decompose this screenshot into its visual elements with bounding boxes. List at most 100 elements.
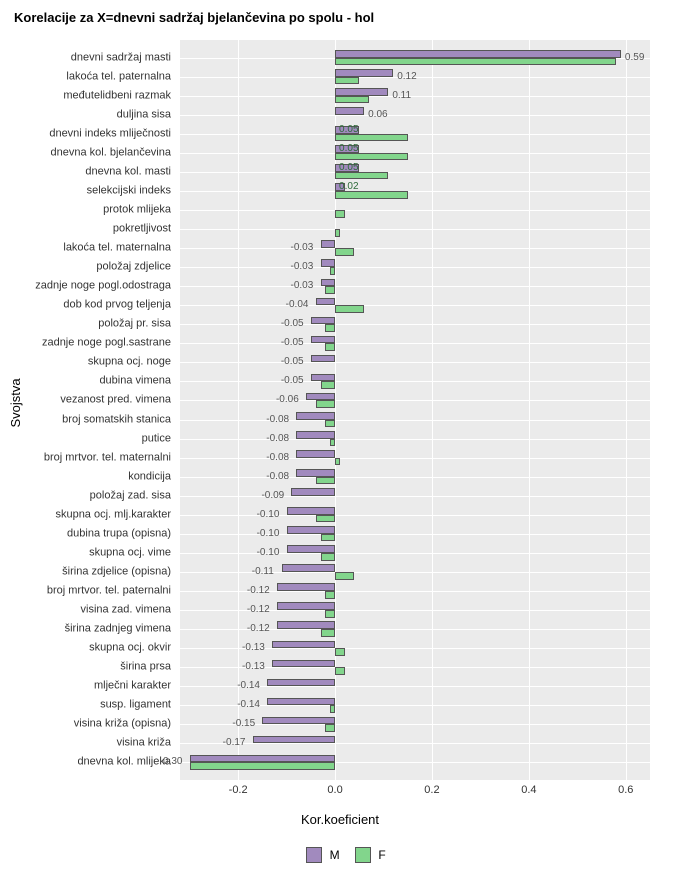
bar-value-label: -0.09 bbox=[261, 491, 284, 501]
y-tick-label: širina prsa bbox=[120, 662, 171, 673]
y-tick-label: skupna ocj. okvir bbox=[89, 643, 171, 654]
bar-f bbox=[316, 515, 335, 523]
plot-area: -0.20.00.20.40.60.590.120.110.060.050.05… bbox=[180, 40, 650, 780]
bar-f bbox=[335, 305, 364, 313]
bar-value-label: -0.04 bbox=[286, 300, 309, 310]
y-tick-label: skupna ocj. noge bbox=[88, 357, 171, 368]
y-tick-label: pokretljivost bbox=[113, 224, 171, 235]
y-labels: dnevni sadržaj mastilakoća tel. paternal… bbox=[0, 40, 175, 780]
bar-f bbox=[330, 705, 335, 713]
bar-m bbox=[335, 107, 364, 115]
gridline-h bbox=[180, 153, 650, 154]
legend: M F bbox=[0, 847, 680, 863]
bar-f bbox=[321, 629, 336, 637]
bar-value-label: -0.08 bbox=[266, 472, 289, 482]
gridline-h bbox=[180, 172, 650, 173]
bar-f bbox=[325, 343, 335, 351]
y-tick-label: međutelidbeni razmak bbox=[63, 90, 171, 101]
chart-title: Korelacije za X=dnevni sadržaj bjelančev… bbox=[14, 10, 374, 25]
y-tick-label: mlječni karakter bbox=[94, 681, 171, 692]
y-tick-label: selekcijski indeks bbox=[87, 185, 171, 196]
gridline-h bbox=[180, 229, 650, 230]
bar-value-label: -0.05 bbox=[281, 338, 304, 348]
y-tick-label: susp. ligament bbox=[100, 700, 171, 711]
y-tick-label: duljina sisa bbox=[117, 109, 171, 120]
bar-f bbox=[316, 400, 335, 408]
y-tick-label: dnevni indeks mliječnosti bbox=[49, 128, 171, 139]
gridline-v bbox=[529, 40, 530, 780]
bar-value-label: 0.12 bbox=[397, 72, 416, 82]
bar-value-label: 0.06 bbox=[368, 110, 387, 120]
bar-value-label: 0.02 bbox=[339, 182, 358, 192]
bar-m bbox=[272, 660, 335, 668]
bar-m bbox=[321, 259, 336, 267]
gridline-h bbox=[180, 381, 650, 382]
bar-f bbox=[325, 420, 335, 428]
bar-value-label: -0.05 bbox=[281, 319, 304, 329]
legend-swatch-f bbox=[355, 847, 371, 863]
gridline-h bbox=[180, 267, 650, 268]
bar-value-label: -0.08 bbox=[266, 415, 289, 425]
x-tick-label: 0.4 bbox=[521, 780, 536, 796]
gridline-v bbox=[432, 40, 433, 780]
y-tick-label: širina zdjelice (opisna) bbox=[62, 566, 171, 577]
bar-m bbox=[335, 50, 621, 58]
bar-f bbox=[325, 610, 335, 618]
bar-m bbox=[296, 450, 335, 458]
bar-f bbox=[321, 553, 336, 561]
bar-value-label: 0.59 bbox=[625, 53, 644, 63]
gridline-h bbox=[180, 439, 650, 440]
bar-f bbox=[335, 572, 354, 580]
gridline-h bbox=[180, 210, 650, 211]
bar-m bbox=[277, 602, 335, 610]
y-tick-label: dubina trupa (opisna) bbox=[67, 528, 171, 539]
y-tick-label: dnevna kol. bjelančevina bbox=[51, 147, 171, 158]
bar-f bbox=[335, 96, 369, 104]
y-tick-label: dob kod prvog teljenja bbox=[63, 300, 171, 311]
gridline-h bbox=[180, 458, 650, 459]
legend-label-f: F bbox=[378, 848, 385, 862]
bar-m bbox=[335, 88, 388, 96]
y-tick-label: protok mlijeka bbox=[103, 204, 171, 215]
chart-container: Korelacije za X=dnevni sadržaj bjelančev… bbox=[0, 0, 680, 869]
y-tick-label: dubina vimena bbox=[99, 376, 171, 387]
y-tick-label: položaj zdjelice bbox=[96, 262, 171, 273]
y-tick-label: skupna ocj. mlj.karakter bbox=[55, 509, 171, 520]
gridline-v bbox=[626, 40, 627, 780]
bar-f bbox=[325, 591, 335, 599]
y-tick-label: dnevna kol. masti bbox=[85, 166, 171, 177]
bar-m bbox=[321, 240, 336, 248]
bar-m bbox=[287, 526, 335, 534]
gridline-h bbox=[180, 743, 650, 744]
bar-f bbox=[316, 477, 335, 485]
bar-value-label: -0.03 bbox=[291, 243, 314, 253]
gridline-h bbox=[180, 477, 650, 478]
x-tick-label: 0.6 bbox=[618, 780, 633, 796]
bar-f bbox=[325, 724, 335, 732]
y-tick-label: skupna ocj. vime bbox=[89, 547, 171, 558]
bar-value-label: -0.14 bbox=[237, 700, 260, 710]
gridline-h bbox=[180, 343, 650, 344]
gridline-h bbox=[180, 115, 650, 116]
x-tick-label: 0.0 bbox=[327, 780, 342, 796]
bar-m bbox=[287, 507, 335, 515]
gridline-v bbox=[238, 40, 239, 780]
y-tick-label: lakoća tel. maternalna bbox=[63, 243, 171, 254]
x-axis-label: Kor.koeficient bbox=[0, 812, 680, 827]
bar-f bbox=[190, 762, 335, 770]
bar-m bbox=[335, 69, 393, 77]
bar-m bbox=[296, 469, 335, 477]
y-tick-label: vezanost pred. vimena bbox=[60, 395, 171, 406]
gridline-h bbox=[180, 324, 650, 325]
y-tick-label: zadnje noge pogl.sastrane bbox=[42, 338, 171, 349]
bar-f bbox=[330, 439, 335, 447]
gridline-h bbox=[180, 305, 650, 306]
bar-m bbox=[253, 736, 335, 744]
bar-m bbox=[311, 374, 335, 382]
gridline-h bbox=[180, 515, 650, 516]
bar-m bbox=[306, 393, 335, 401]
y-tick-label: broj mrtvor. tel. paternalni bbox=[47, 586, 171, 597]
bar-m bbox=[272, 641, 335, 649]
bar-value-label: -0.05 bbox=[281, 357, 304, 367]
y-tick-label: visina zad. vimena bbox=[81, 605, 172, 616]
